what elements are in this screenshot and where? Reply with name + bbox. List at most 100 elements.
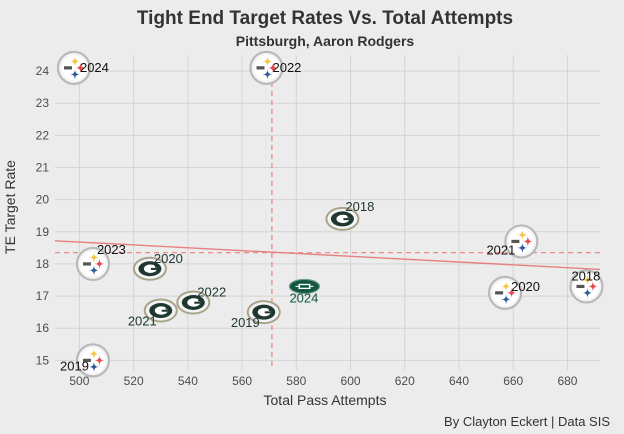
steelers-logo-face: [61, 55, 87, 81]
data-point-pit-2018: 2018: [569, 268, 604, 304]
x-tick-label: 640: [449, 374, 469, 388]
packers-g-icon: [257, 307, 271, 317]
point-label: 2020: [511, 279, 540, 294]
hypocycloid-gold-icon: [69, 56, 80, 67]
grid-lines: [55, 55, 600, 370]
x-tick-label: 660: [503, 374, 523, 388]
hypocycloid-gold-icon: [501, 281, 512, 292]
point-label: 2022: [197, 285, 226, 300]
hypocycloid-red-icon: [94, 258, 105, 269]
packers-g-icon: [187, 298, 201, 307]
x-tick-label: 500: [69, 374, 89, 388]
packers-g-gap-icon: [347, 214, 351, 218]
data-point-pit-2023: 2023: [75, 242, 126, 282]
steelers-logo-face: [253, 55, 279, 81]
steelers-wordmark-icon: [511, 239, 520, 244]
y-tick-label: 19: [36, 225, 50, 239]
x-tick-label: 680: [557, 374, 577, 388]
jets-wordmark-inner: [299, 285, 309, 288]
data-point-gb-2020: 2020: [132, 251, 183, 281]
packers-g-bar-icon: [161, 309, 168, 312]
data-point-gb-2019: 2019: [231, 300, 281, 330]
hypocycloid-gold-icon: [262, 56, 273, 67]
hypocycloid-red-icon: [522, 236, 533, 247]
y-tick-label: 20: [36, 193, 50, 207]
packers-g-gap-icon: [198, 298, 202, 302]
data-point-gb-2018: 2018: [325, 199, 374, 231]
steelers-logo-face: [508, 228, 534, 254]
point-label: 2018: [345, 199, 374, 214]
y-tick-label: 24: [36, 64, 50, 78]
steelers-wordmark-icon: [256, 66, 265, 70]
data-point-pit-2019: 2019: [60, 343, 111, 378]
hypocycloid-blue-icon: [582, 287, 593, 298]
hypocycloid-red-icon: [75, 62, 86, 73]
x-tick-label: 620: [395, 374, 415, 388]
data-points: 2024 2022 2023 2019 2021 2020 2018 2018 2020 2022…: [56, 50, 604, 378]
steelers-logo-face: [573, 273, 599, 299]
point-label: 2023: [97, 242, 126, 257]
y-axis-title: TE Target Rate: [2, 160, 18, 254]
packers-g-bar-icon: [194, 301, 201, 304]
packers-g-bar-icon: [343, 218, 350, 221]
packers-g-icon: [336, 214, 350, 224]
x-tick-label: 560: [232, 374, 252, 388]
x-tick-label: 600: [341, 374, 361, 388]
packers-g-icon: [143, 264, 157, 273]
y-tick-label: 22: [36, 128, 50, 142]
hypocycloid-red-icon: [267, 62, 278, 73]
hypocycloid-red-icon: [506, 287, 517, 298]
packers-g-icon: [154, 306, 168, 315]
steelers-wordmark-icon: [82, 262, 91, 266]
steelers-wordmark-icon: [82, 358, 91, 362]
y-tick-label: 18: [36, 257, 50, 271]
packers-g-gap-icon: [268, 307, 272, 312]
steelers-logo-face: [492, 280, 518, 306]
hypocycloid-blue-icon: [501, 294, 512, 305]
data-point-pit-2021: 2021: [486, 224, 539, 259]
data-point-pit-2022: 2022: [249, 50, 301, 85]
x-tick-label: 540: [178, 374, 198, 388]
data-point-gb-2021: 2021: [128, 298, 178, 329]
hypocycloid-red-icon: [587, 281, 598, 292]
y-tick-label: 23: [36, 96, 50, 110]
point-label: 2018: [571, 268, 600, 283]
y-tick-label: 21: [36, 161, 50, 175]
x-tick-label: 520: [124, 374, 144, 388]
regression-line: [54, 240, 601, 271]
point-label: 2019: [60, 358, 89, 373]
point-label: 2021: [486, 242, 515, 257]
hypocycloid-blue-icon: [69, 69, 80, 80]
point-label: 2024: [80, 60, 109, 75]
point-label: 2019: [231, 315, 260, 330]
chart-title: Tight End Target Rates Vs. Total Attempt…: [137, 8, 513, 29]
point-label: 2021: [128, 314, 157, 329]
point-label: 2024: [289, 290, 318, 305]
chart-subtitle: Pittsburgh, Aaron Rodgers: [236, 33, 415, 49]
hypocycloid-gold-icon: [517, 229, 528, 240]
data-point-gb-2022: 2022: [176, 285, 226, 315]
y-tick-label: 17: [36, 289, 50, 303]
hypocycloid-blue-icon: [517, 242, 528, 253]
hypocycloid-gold-icon: [88, 252, 99, 263]
data-point-pit-2024: 2024: [56, 50, 109, 85]
y-tick-labels: 15 16 17 18 19 20 21 22 23 24: [36, 64, 50, 367]
steelers-wordmark-icon: [63, 66, 72, 70]
data-point-nyj-2024: 2024: [288, 278, 321, 305]
point-label: 2020: [154, 251, 183, 266]
hypocycloid-gold-icon: [88, 348, 99, 359]
y-tick-label: 15: [36, 353, 50, 367]
hypocycloid-blue-icon: [262, 69, 273, 80]
x-tick-label: 580: [286, 374, 306, 388]
hypocycloid-red-icon: [94, 355, 105, 366]
packers-g-gap-icon: [165, 306, 169, 310]
point-label: 2022: [272, 60, 301, 75]
steelers-logo-face: [80, 347, 106, 373]
packers-g-gap-icon: [154, 264, 158, 268]
y-tick-label: 16: [36, 321, 50, 335]
hypocycloid-gold-icon: [582, 274, 593, 285]
trend-line: [54, 240, 601, 271]
steelers-logo-face: [80, 251, 106, 277]
